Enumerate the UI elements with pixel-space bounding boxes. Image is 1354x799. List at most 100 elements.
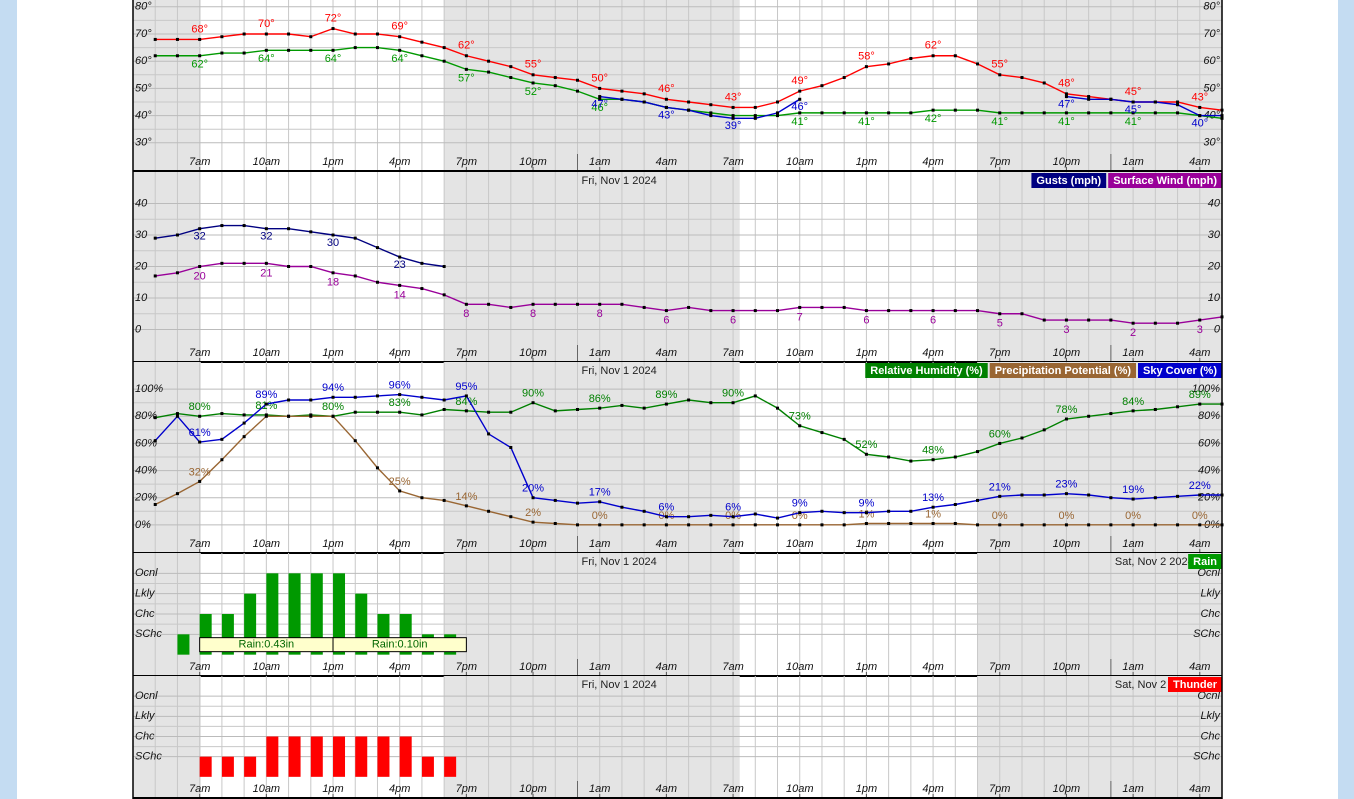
y-tick-label: SChc — [135, 751, 162, 763]
x-tick-label: 10pm — [519, 156, 547, 168]
data-point — [642, 523, 646, 527]
x-tick-label: 1pm — [856, 538, 877, 550]
data-point — [1109, 523, 1113, 527]
legend-swatch — [989, 363, 1137, 378]
x-tick-label: 4am — [1189, 783, 1210, 795]
data-point — [509, 446, 513, 449]
data-point — [420, 54, 424, 58]
bar — [355, 736, 368, 777]
data-point — [287, 414, 291, 418]
data-point — [1064, 92, 1068, 96]
y-tick-label-right: 60% — [1198, 437, 1220, 449]
data-point — [842, 511, 846, 515]
data-point — [1087, 97, 1091, 101]
data-point — [1109, 111, 1113, 115]
data-point — [153, 439, 157, 443]
y-tick-label-right: Chc — [1200, 608, 1220, 620]
data-point — [398, 489, 402, 493]
data-point — [1131, 497, 1135, 501]
data-point — [242, 435, 246, 439]
value-label: 61% — [189, 427, 211, 439]
data-point — [598, 97, 602, 101]
data-point — [709, 111, 713, 115]
x-tick-label: 10am — [786, 156, 814, 168]
y-tick-label-right: 50° — [1203, 82, 1220, 94]
value-label: 9% — [858, 498, 874, 510]
value-label: 9% — [792, 498, 808, 510]
data-point — [909, 56, 913, 60]
value-label: 7 — [797, 311, 803, 323]
value-label: 90% — [522, 388, 544, 400]
data-point — [664, 402, 668, 406]
data-point — [353, 395, 357, 399]
value-label: 21% — [989, 481, 1011, 493]
data-point — [1042, 111, 1046, 115]
data-point — [731, 116, 735, 120]
x-tick-label: 4am — [656, 347, 677, 359]
value-label: 22% — [1189, 480, 1211, 492]
data-point — [642, 305, 646, 309]
chart-panel: 0 0 10 10 20 20 30 30 40 40 7am 10am 1pm 4pm 7pm 10pm 1a… — [132, 172, 1224, 363]
data-point — [175, 54, 179, 58]
legend-swatch — [1108, 173, 1222, 188]
data-point — [309, 398, 313, 402]
data-point — [1064, 417, 1068, 421]
data-point — [1198, 402, 1202, 406]
x-tick-label: 1pm — [322, 538, 343, 550]
value-label: 52° — [525, 86, 542, 98]
value-label: 1% — [925, 508, 941, 520]
data-point — [642, 406, 646, 410]
value-label: 0% — [992, 510, 1008, 522]
data-point — [798, 305, 802, 309]
data-point — [1176, 100, 1180, 104]
data-point — [1087, 493, 1091, 497]
y-tick-label: 80° — [135, 1, 152, 13]
series-line — [155, 224, 445, 268]
data-point — [1020, 76, 1024, 80]
data-point — [1042, 428, 1046, 432]
data-point — [642, 100, 646, 104]
data-point — [731, 309, 735, 313]
data-point — [442, 46, 446, 50]
data-point — [331, 395, 335, 399]
x-tick-label: 4pm — [922, 156, 943, 168]
data-point — [442, 59, 446, 63]
data-point — [1064, 523, 1068, 527]
data-point — [464, 409, 468, 413]
x-tick-label: 10am — [253, 347, 281, 359]
y-tick-label: SChc — [135, 628, 162, 640]
value-label: 5 — [997, 318, 1003, 330]
x-tick-label: 10pm — [1053, 783, 1081, 795]
legend-label: Rain — [1193, 556, 1217, 568]
data-point — [1198, 114, 1202, 118]
data-point — [487, 410, 491, 414]
data-point — [1176, 494, 1180, 498]
data-point — [553, 302, 557, 306]
data-point — [998, 494, 1002, 498]
data-point — [864, 522, 868, 525]
x-tick-label: 7am — [722, 347, 743, 359]
data-point — [198, 265, 202, 268]
data-point — [575, 523, 579, 527]
data-point — [1198, 523, 1202, 527]
data-point — [976, 62, 980, 66]
data-point — [175, 492, 179, 496]
chart-panel: 0% 0% 20% 20% 40% 40% 60% 60% 80% 80% 100% 100% 7am 1… — [132, 362, 1224, 554]
data-point — [242, 413, 246, 417]
data-point — [887, 509, 891, 513]
data-point — [709, 114, 713, 118]
data-point — [931, 505, 935, 509]
data-point — [664, 105, 668, 109]
data-point — [1020, 111, 1024, 115]
data-point — [398, 255, 402, 259]
data-point — [1064, 95, 1068, 99]
data-point — [309, 265, 313, 268]
data-point — [1153, 523, 1157, 527]
data-point — [175, 233, 179, 237]
data-point — [909, 111, 913, 115]
x-tick-label: 1pm — [856, 661, 877, 673]
data-point — [598, 406, 602, 410]
x-tick-label: 10am — [253, 538, 281, 550]
y-tick-label: 60° — [135, 55, 152, 67]
